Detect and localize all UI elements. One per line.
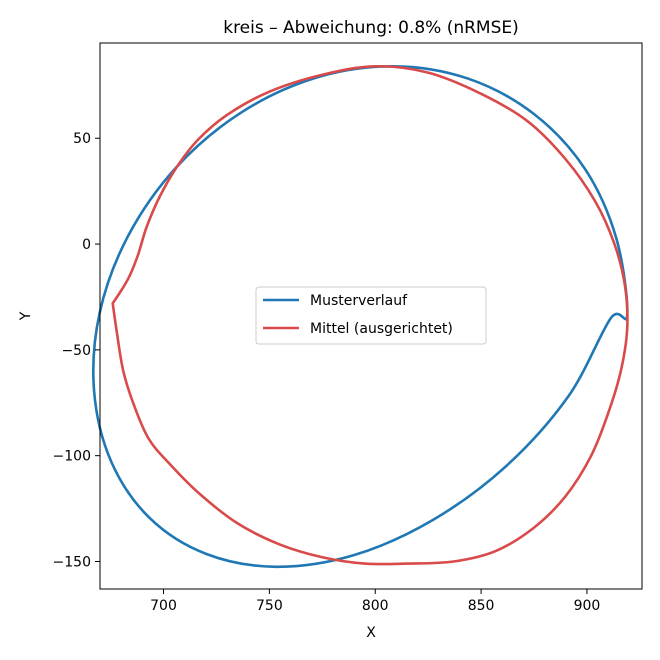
x-axis-label: X — [366, 625, 376, 641]
series-layer — [92, 64, 629, 569]
y-axis-label: Y — [18, 311, 34, 321]
series-line-mittel — [111, 64, 629, 566]
x-tick-label: 750 — [256, 598, 283, 614]
x-tick-label: 700 — [150, 598, 177, 614]
legend-label-musterverlauf: Musterverlauf — [310, 293, 408, 309]
y-tick-label: −150 — [53, 554, 91, 570]
legend-box — [255, 286, 487, 345]
legend-label-mittel: Mittel (ausgerichtet) — [310, 321, 453, 337]
y-tick-label: −50 — [61, 343, 91, 359]
y-tick-label: −100 — [53, 449, 91, 465]
series-line-musterverlauf — [92, 64, 629, 569]
x-tick-label: 850 — [468, 598, 495, 614]
y-tick-label: 50 — [73, 131, 91, 147]
x-tick-label: 800 — [362, 598, 389, 614]
plot-frame — [99, 42, 643, 590]
y-axis: 50 0 −50 −100 −150 — [53, 131, 100, 570]
chart-title: kreis – Abweichung: 0.8% (nRMSE) — [223, 18, 519, 38]
y-tick-label: 0 — [82, 237, 91, 253]
x-axis: 700 750 800 850 900 — [150, 589, 600, 614]
legend: Musterverlauf Mittel (ausgerichtet) — [255, 286, 487, 345]
x-tick-label: 900 — [574, 598, 601, 614]
